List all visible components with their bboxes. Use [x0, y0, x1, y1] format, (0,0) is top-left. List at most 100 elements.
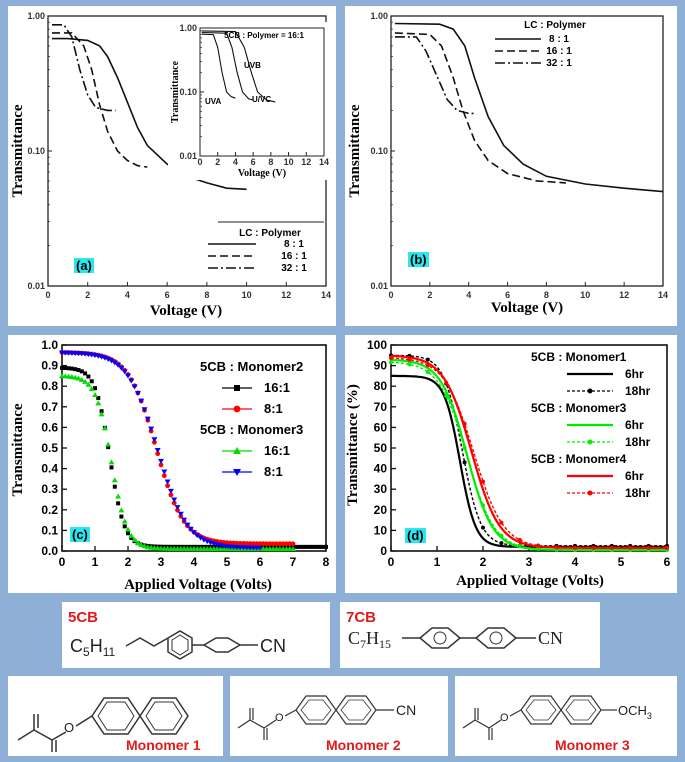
b-legend-item: 16 : 1 — [546, 46, 572, 57]
c-data-point — [174, 505, 181, 511]
d-y-axis-label: Transmittance (%) — [345, 384, 361, 506]
d-y-tick-label: 80 — [374, 379, 388, 393]
c-y-tick-label: 0.2 — [41, 503, 58, 517]
c-data-point — [109, 465, 114, 470]
c-data-point — [324, 544, 328, 549]
c-data-point — [101, 425, 108, 431]
c-data-point — [204, 539, 211, 545]
c-data-point — [126, 531, 130, 536]
c-data-point — [251, 541, 256, 547]
c-x-tick-label: 5 — [224, 555, 231, 569]
a-inset-y-tick-label: 1.00 — [179, 23, 197, 33]
c-data-point — [128, 532, 135, 538]
c-data-point — [111, 477, 118, 483]
d-data-point — [499, 533, 504, 538]
d-x-tick-label: 5 — [618, 555, 625, 569]
d-data-point — [425, 357, 430, 362]
b-legend-title: LC : Polymer — [524, 20, 586, 31]
d-legend-marker — [587, 439, 593, 445]
c-legend-marker — [234, 385, 240, 391]
c-data-point — [158, 462, 164, 468]
c-data-point — [131, 537, 138, 543]
a-x-tick-label: 0 — [45, 290, 50, 300]
monomer-3-name: Monomer 3 — [555, 737, 630, 753]
chart-panel-b: 0 2 4 6 8 10 12 14 0.01 0.10 1.00 Voltage (V) Transm… — [345, 6, 677, 326]
structure-7cb-name: 7CB — [346, 609, 376, 626]
c-data-point — [200, 537, 207, 543]
c-data-point — [66, 366, 71, 371]
d-data-point — [554, 545, 559, 550]
monomer-2-oxygen: O — [275, 712, 284, 724]
b-x-tick-label: 6 — [505, 290, 510, 300]
c-data-point — [98, 411, 105, 417]
d-legend-item: 18hr — [625, 384, 651, 398]
d-y-tick-label: 10 — [374, 523, 388, 537]
b-series-line — [394, 36, 477, 115]
c-x-tick-label: 2 — [125, 555, 132, 569]
d-data-point — [591, 545, 596, 550]
a-y-tick-label: 0.01 — [27, 281, 45, 291]
c-data-point — [73, 367, 78, 372]
c-data-point — [78, 376, 85, 382]
c-data-point — [148, 426, 155, 432]
c-data-point — [280, 541, 286, 547]
c-data-point — [118, 365, 125, 371]
c-data-point — [121, 518, 128, 524]
d-data-point — [517, 543, 522, 548]
d-y-tick-label: 20 — [374, 503, 388, 517]
a-x-tick-label: 12 — [281, 290, 291, 300]
a-x-axis-label: Voltage (V) — [150, 303, 222, 319]
d-y-tick-label: 50 — [374, 441, 388, 455]
d-data-point — [462, 460, 467, 465]
a-inset-x-tick-label: 0 — [197, 157, 202, 167]
c-data-point — [168, 492, 174, 498]
structure-5cb-name: 5CB — [68, 609, 98, 626]
d-data-point — [481, 525, 485, 530]
c-data-point — [105, 356, 112, 362]
c-data-point — [155, 451, 161, 457]
d-data-point — [407, 362, 412, 367]
b-plot-frame — [390, 15, 664, 287]
d-data-point — [665, 545, 669, 550]
c-data-point — [60, 365, 64, 370]
panel-label-c: (c) — [70, 527, 90, 542]
c-data-point — [88, 386, 95, 392]
c-data-point — [320, 544, 325, 549]
structure-5cb-group: CN — [260, 636, 286, 656]
b-x-tick-label: 10 — [580, 290, 590, 300]
c-data-point — [314, 544, 319, 549]
d-x-axis-label: Applied Voltage (Volts) — [456, 573, 604, 589]
c-data-point — [122, 524, 127, 529]
d-data-point — [389, 356, 393, 361]
c-data-point — [254, 541, 260, 547]
c-data-point — [284, 541, 289, 547]
a-y-tick-label: 0.10 — [27, 146, 45, 156]
chart-panel-c: 0 1 2 3 4 5 6 7 8 0.0 0.1 0.2 0.3 0.4 0.5 0.6 0.7 0.8 0.9 1… — [8, 335, 336, 593]
c-legend-item: 16:1 — [264, 380, 290, 395]
c-data-point — [85, 381, 92, 387]
c-data-point — [270, 541, 276, 547]
chart-panel-a: 0 2 4 6 8 10 12 14 0.01 0.10 1.00 Voltage (V) Transm… — [8, 6, 336, 326]
c-data-point — [108, 459, 115, 465]
c-data-point — [101, 355, 108, 361]
a-legend-item: 32 : 1 — [281, 263, 307, 274]
c-data-point — [111, 360, 118, 366]
b-x-tick-label: 2 — [427, 290, 432, 300]
c-y-tick-label: 0.4 — [41, 462, 58, 476]
d-data-point — [462, 421, 467, 426]
c-legend-item: 8:1 — [264, 401, 283, 416]
c-data-point — [95, 400, 102, 406]
a-inset-x-tick-label: 10 — [284, 157, 294, 167]
c-data-point — [118, 507, 125, 513]
c-data-point — [197, 535, 204, 541]
a-inset-series-line — [201, 31, 254, 101]
a-inset-y-tick-label: 0.10 — [179, 87, 197, 97]
c-y-axis-label: Transmittance — [10, 403, 26, 496]
c-data-point — [257, 541, 263, 547]
a-inset-annotation: U/VC — [252, 95, 271, 104]
d-series-line — [390, 357, 667, 549]
c-data-point — [69, 366, 74, 371]
structure-7cb-drawing: 7CB C7H15 CN — [346, 609, 563, 651]
c-data-point — [108, 358, 115, 364]
